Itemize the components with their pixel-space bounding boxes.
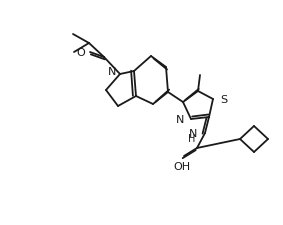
Text: O: O	[76, 48, 85, 58]
Text: OH: OH	[173, 161, 190, 171]
Text: H: H	[188, 133, 196, 143]
Text: N: N	[108, 67, 116, 77]
Text: N: N	[176, 115, 184, 124]
Text: S: S	[220, 94, 227, 105]
Text: N: N	[189, 128, 197, 138]
